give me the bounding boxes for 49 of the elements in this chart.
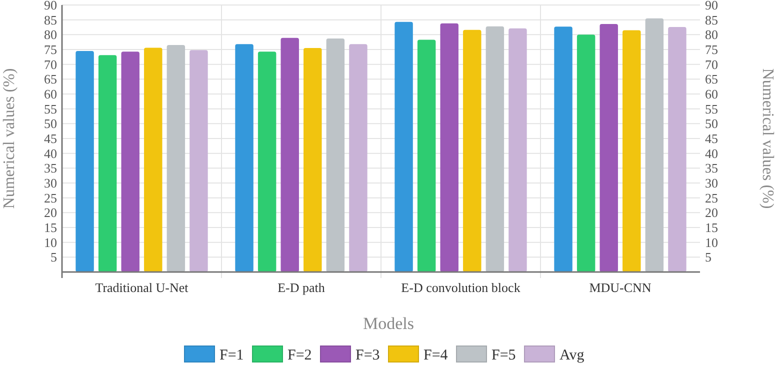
x-tick-label: E-D path — [278, 280, 326, 295]
y2-tick-label: 10 — [705, 234, 718, 250]
y2-tick-label: 15 — [705, 220, 718, 236]
y-tick-label: 85 — [44, 12, 57, 28]
y2-tick-label: 85 — [705, 12, 718, 28]
y-tick-label: 30 — [44, 176, 57, 191]
y2-tick-label: 70 — [705, 56, 718, 72]
y2-axis-title: Numerical values (%) — [759, 68, 776, 209]
y-tick-label: 75 — [44, 42, 57, 58]
y2-tick-label: 65 — [705, 72, 718, 87]
y-tick-label: 60 — [44, 86, 57, 102]
y-tick-label: 10 — [44, 234, 57, 250]
y2-tick-label: 80 — [705, 27, 718, 42]
y-tick-label: 90 — [44, 0, 57, 13]
y-tick-label: 65 — [44, 72, 57, 87]
y-tick-label: 70 — [44, 56, 57, 72]
legend-label: F=2 — [288, 347, 312, 364]
y2-tick-label: 45 — [705, 131, 718, 146]
legend-label: F=4 — [424, 347, 448, 364]
legend-label: F=1 — [220, 347, 244, 364]
y2-tick-label: 5 — [705, 250, 712, 265]
y-tick-label: 50 — [44, 116, 57, 132]
x-axis-title: Models — [363, 314, 414, 333]
y-tick-label: 40 — [44, 146, 57, 161]
y2-tick-label: 20 — [705, 205, 718, 220]
y-tick-label: 35 — [44, 160, 57, 176]
y2-tick-label: 90 — [705, 0, 718, 13]
legend-label: F=5 — [492, 347, 516, 364]
x-tick-label: MDU-CNN — [589, 280, 652, 295]
x-tick-label: Traditional U-Net — [95, 280, 189, 295]
y-tick-label: 45 — [44, 131, 57, 146]
y2-tick-label: 75 — [705, 42, 718, 58]
y2-tick-label: 30 — [705, 176, 718, 191]
y-tick-label: 80 — [44, 27, 57, 42]
y-axis-title: Numerical values (%) — [1, 68, 18, 209]
y2-tick-label: 35 — [705, 160, 718, 176]
y2-tick-label: 25 — [705, 190, 718, 206]
y-tick-label: 20 — [44, 205, 57, 220]
y2-tick-label: 55 — [705, 101, 718, 116]
y2-tick-label: 50 — [705, 116, 718, 132]
y2-tick-label: 60 — [705, 86, 718, 102]
y-tick-label: 15 — [44, 220, 57, 236]
y-tick-label: 55 — [44, 101, 57, 116]
y2-tick-label: 40 — [705, 146, 718, 161]
legend-label: F=3 — [356, 347, 380, 364]
x-tick-label: E-D convolution block — [401, 280, 521, 295]
y-tick-label: 25 — [44, 190, 57, 206]
y-tick-label: 5 — [50, 250, 57, 265]
legend-label: Avg — [560, 347, 585, 364]
